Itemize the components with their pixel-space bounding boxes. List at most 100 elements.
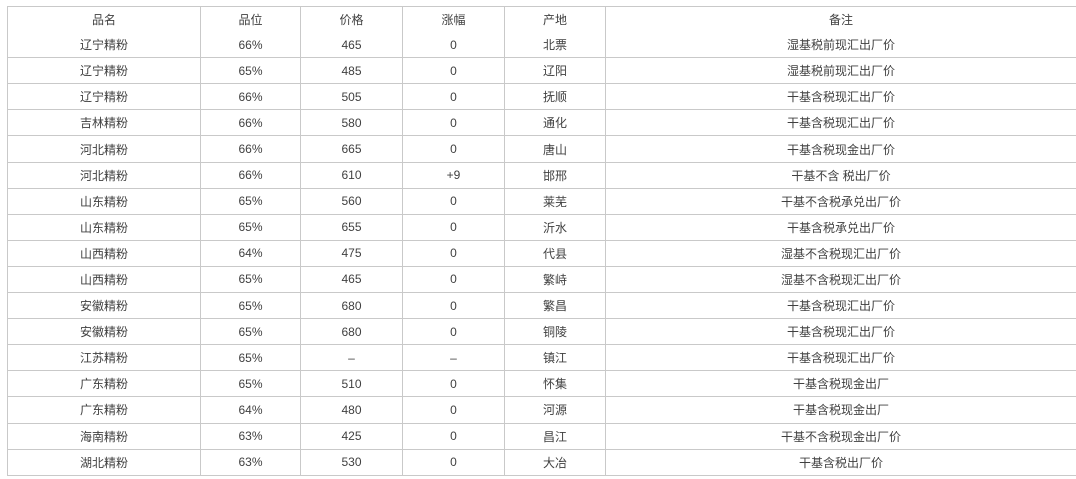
header-remark: 备注: [605, 6, 1076, 33]
product_name-cell: 河北精粉: [7, 135, 201, 163]
change-cell: 0: [402, 187, 505, 215]
grade-cell: 65%: [200, 265, 301, 294]
remark-cell: 干基含税现汇出厂价: [605, 344, 1076, 372]
table-row: 安徽精粉 65% 680 0 铜陵 干基含税现汇出厂价: [7, 318, 1076, 346]
product_name-cell: 山西精粉: [7, 265, 201, 294]
header-origin: 产地: [504, 6, 606, 33]
product_name-cell: 辽宁精粉: [7, 57, 201, 85]
origin-cell: 铜陵: [504, 318, 606, 346]
origin-cell: 邯邢: [504, 161, 606, 189]
table-row: 广东精粉 65% 510 0 怀集 干基含税现金出厂: [7, 370, 1076, 398]
table-row: 河北精粉 66% 610 +9 邯邢 干基不含 税出厂价: [7, 161, 1076, 189]
price-cell: 465: [300, 31, 403, 59]
grade-cell: 66%: [200, 31, 301, 59]
origin-cell: 怀集: [504, 370, 606, 398]
grade-cell: 66%: [200, 135, 301, 163]
grade-cell: 64%: [200, 239, 301, 267]
price-cell: 580: [300, 109, 403, 137]
product_name-cell: 吉林精粉: [7, 109, 201, 137]
origin-cell: 莱芜: [504, 187, 606, 215]
grade-cell: 65%: [200, 57, 301, 85]
change-cell: 0: [402, 213, 505, 241]
origin-cell: 沂水: [504, 213, 606, 241]
grade-cell: 65%: [200, 370, 301, 398]
price-cell: 425: [300, 422, 403, 450]
grade-cell: 66%: [200, 109, 301, 137]
remark-cell: 湿基税前现汇出厂价: [605, 31, 1076, 59]
origin-cell: 唐山: [504, 135, 606, 163]
origin-cell: 镇江: [504, 344, 606, 372]
grade-cell: 65%: [200, 187, 301, 215]
remark-cell: 干基含税现金出厂: [605, 370, 1076, 398]
change-cell: 0: [402, 370, 505, 398]
change-cell: 0: [402, 396, 505, 424]
change-cell: 0: [402, 83, 505, 111]
product_name-cell: 安徽精粉: [7, 292, 201, 320]
remark-cell: 干基含税现汇出厂价: [605, 83, 1076, 111]
product_name-cell: 山东精粉: [7, 213, 201, 241]
price-cell: 530: [300, 448, 403, 476]
price-cell: 680: [300, 318, 403, 346]
header-row: 品名 品位 价格 涨幅 产地 备注: [7, 6, 1076, 33]
product_name-cell: 辽宁精粉: [7, 83, 201, 111]
grade-cell: 66%: [200, 83, 301, 111]
table-row: 山东精粉 65% 655 0 沂水 干基含税承兑出厂价: [7, 213, 1076, 241]
price-cell: –: [300, 344, 403, 372]
table-row: 辽宁精粉 66% 505 0 抚顺 干基含税现汇出厂价: [7, 83, 1076, 111]
change-cell: 0: [402, 448, 505, 476]
product_name-cell: 山东精粉: [7, 187, 201, 215]
origin-cell: 繁峙: [504, 265, 606, 294]
table-row: 广东精粉 64% 480 0 河源 干基含税现金出厂: [7, 396, 1076, 424]
origin-cell: 繁昌: [504, 292, 606, 320]
price-table-body: 辽宁精粉 66% 465 0 北票 湿基税前现汇出厂价 辽宁精粉 65% 485 0 辽阳 湿基税前现…: [7, 31, 1076, 476]
price-cell: 680: [300, 292, 403, 320]
product_name-cell: 湖北精粉: [7, 448, 201, 476]
remark-cell: 干基含税现金出厂价: [605, 135, 1076, 163]
remark-cell: 干基含税出厂价: [605, 448, 1076, 476]
product_name-cell: 安徽精粉: [7, 318, 201, 346]
change-cell: –: [402, 344, 505, 372]
table-row: 江苏精粉 65% – – 镇江 干基含税现汇出厂价: [7, 344, 1076, 372]
price-table: 品名 品位 价格 涨幅 产地 备注 辽宁精粉 66% 465 0 北票 湿基税前现汇出厂价…: [7, 6, 1076, 476]
product_name-cell: 海南精粉: [7, 422, 201, 450]
origin-cell: 抚顺: [504, 83, 606, 111]
product_name-cell: 河北精粉: [7, 161, 201, 189]
origin-cell: 辽阳: [504, 57, 606, 85]
grade-cell: 63%: [200, 448, 301, 476]
grade-cell: 65%: [200, 344, 301, 372]
remark-cell: 干基含税现汇出厂价: [605, 292, 1076, 320]
price-cell: 480: [300, 396, 403, 424]
origin-cell: 大冶: [504, 448, 606, 476]
table-row: 海南精粉 63% 425 0 昌江 干基不含税现金出厂价: [7, 422, 1076, 450]
remark-cell: 干基不含税现金出厂价: [605, 422, 1076, 450]
table-row: 吉林精粉 66% 580 0 通化 干基含税现汇出厂价: [7, 109, 1076, 137]
origin-cell: 通化: [504, 109, 606, 137]
change-cell: +9: [402, 161, 505, 189]
remark-cell: 干基含税现汇出厂价: [605, 318, 1076, 346]
origin-cell: 代县: [504, 239, 606, 267]
change-cell: 0: [402, 31, 505, 59]
change-cell: 0: [402, 135, 505, 163]
product_name-cell: 辽宁精粉: [7, 31, 201, 59]
change-cell: 0: [402, 239, 505, 267]
grade-cell: 66%: [200, 161, 301, 189]
price-table-container: 品名 品位 价格 涨幅 产地 备注 辽宁精粉 66% 465 0 北票 湿基税前现汇出厂价…: [7, 6, 1076, 476]
product_name-cell: 广东精粉: [7, 396, 201, 424]
price-cell: 665: [300, 135, 403, 163]
change-cell: 0: [402, 318, 505, 346]
table-row: 辽宁精粉 65% 485 0 辽阳 湿基税前现汇出厂价: [7, 57, 1076, 85]
table-row: 山西精粉 65% 465 0 繁峙 湿基不含税现汇出厂价: [7, 265, 1076, 294]
product_name-cell: 广东精粉: [7, 370, 201, 398]
origin-cell: 北票: [504, 31, 606, 59]
header-grade: 品位: [200, 6, 301, 33]
header-product-name: 品名: [7, 6, 201, 33]
price-cell: 610: [300, 161, 403, 189]
table-row: 河北精粉 66% 665 0 唐山 干基含税现金出厂价: [7, 135, 1076, 163]
price-cell: 655: [300, 213, 403, 241]
product_name-cell: 山西精粉: [7, 239, 201, 267]
grade-cell: 65%: [200, 318, 301, 346]
price-cell: 465: [300, 265, 403, 294]
price-cell: 510: [300, 370, 403, 398]
table-row: 山东精粉 65% 560 0 莱芜 干基不含税承兑出厂价: [7, 187, 1076, 215]
header-price: 价格: [300, 6, 403, 33]
